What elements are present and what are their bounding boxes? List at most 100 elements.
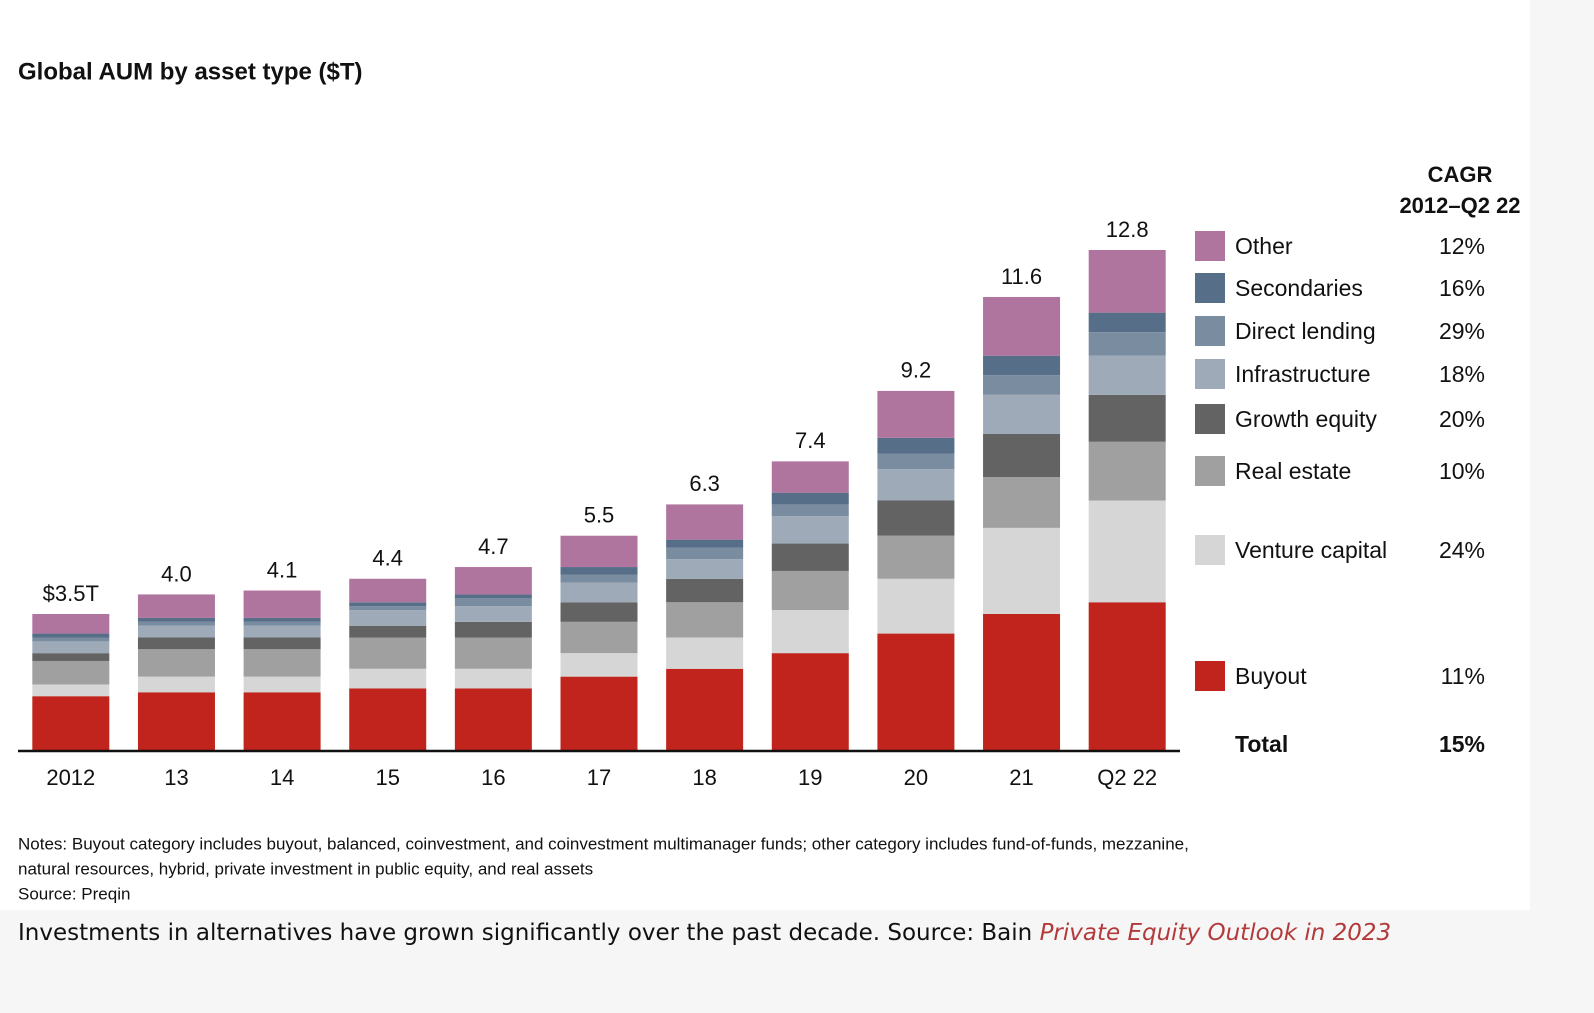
x-tick-label: 14 [270, 765, 294, 790]
bar-segment [877, 453, 955, 470]
cagr-header: 2012–Q2 22 [1399, 193, 1520, 218]
bar-segment [243, 676, 321, 693]
total-label: 4.0 [161, 561, 192, 586]
bar-segment [243, 637, 321, 650]
total-label: 4.7 [478, 534, 509, 559]
bar-segment [32, 641, 110, 654]
legend-label: Infrastructure [1235, 361, 1371, 387]
total-label: 6.3 [689, 471, 720, 496]
total-label: 7.4 [795, 428, 826, 453]
bar-segment [666, 578, 744, 603]
bar-segment [349, 610, 427, 626]
note: Source: Preqin [18, 884, 130, 903]
bar-segment [137, 617, 215, 622]
bar-segment [771, 461, 849, 493]
bar-segment [32, 660, 110, 685]
bar-segment [877, 469, 955, 501]
bar-segment [454, 621, 532, 638]
legend-swatch [1195, 661, 1225, 691]
bar-segment [1088, 312, 1166, 333]
bar-segment [771, 492, 849, 505]
bar-segment [32, 696, 110, 751]
x-tick-label: 20 [904, 765, 928, 790]
bar-segment [32, 614, 110, 634]
bar-segment [983, 394, 1061, 434]
legend-swatch [1195, 316, 1225, 346]
bar-segment [243, 617, 321, 622]
legend-cagr: 20% [1439, 406, 1485, 432]
total-label: 4.1 [267, 557, 298, 582]
total-label: 5.5 [584, 503, 615, 528]
bar-segment [349, 625, 427, 638]
x-tick-label: 15 [375, 765, 399, 790]
bar-segment [1088, 332, 1166, 356]
bar-segment [137, 676, 215, 693]
bar-segment [560, 602, 638, 622]
legend-cagr: 16% [1439, 275, 1485, 301]
legend-cagr: 24% [1439, 537, 1485, 563]
legend-label: Venture capital [1235, 537, 1387, 563]
bar-segment [983, 355, 1061, 376]
x-tick-label: Q2 22 [1097, 765, 1157, 790]
bar-segment [454, 688, 532, 751]
total-label: 4.4 [372, 546, 403, 571]
legend-swatch [1195, 273, 1225, 303]
bar-segment [243, 590, 321, 618]
bar-segment [771, 516, 849, 544]
bar-segment [560, 582, 638, 603]
legend-label: Direct lending [1235, 318, 1376, 344]
bar-segment [560, 574, 638, 583]
bar-segment [877, 535, 955, 579]
total-label: $3.5T [43, 581, 99, 606]
bar-segment [243, 692, 321, 751]
bar-segment [454, 637, 532, 669]
bar-segment [137, 649, 215, 677]
note: Notes: Buyout category includes buyout, … [18, 834, 1189, 853]
bar-segment [349, 606, 427, 611]
bar-segment [666, 602, 744, 638]
bar-segment [137, 637, 215, 650]
bar-segment [771, 610, 849, 654]
bar-segment [454, 668, 532, 689]
bar-segment [877, 578, 955, 634]
legend-swatch [1195, 359, 1225, 389]
total-label: 12.8 [1106, 217, 1149, 242]
x-tick-label: 2012 [46, 765, 95, 790]
bar-segment [666, 504, 744, 540]
bar-segment [560, 621, 638, 654]
legend-cagr: 12% [1439, 233, 1485, 259]
bar-segment [32, 684, 110, 697]
legend-swatch [1195, 535, 1225, 565]
bar-segment [983, 296, 1061, 356]
bar-segment [32, 653, 110, 661]
bar-segment [137, 621, 215, 626]
total-cagr: 15% [1439, 731, 1485, 757]
bar-segment [560, 653, 638, 677]
legend-cagr: 18% [1439, 361, 1485, 387]
bar-segment [243, 649, 321, 677]
bar-segment [1088, 441, 1166, 501]
bar-segment [560, 676, 638, 751]
bar-segment [877, 437, 955, 454]
bar-segment [137, 594, 215, 618]
bar-segment [771, 653, 849, 751]
legend-swatch [1195, 231, 1225, 261]
bar-segment [666, 668, 744, 751]
x-tick-label: 18 [692, 765, 716, 790]
bar-segment [877, 500, 955, 536]
chart-title: Global AUM by asset type ($T) [18, 58, 363, 85]
bar-segment [560, 567, 638, 575]
bar-segment [454, 567, 532, 595]
bar-segment [666, 539, 744, 548]
bar-segment [983, 433, 1061, 478]
legend-cagr: 11% [1441, 663, 1485, 689]
bar-segment [454, 594, 532, 599]
caption-link[interactable]: Private Equity Outlook in 2023 [1040, 920, 1392, 946]
x-tick-label: 13 [164, 765, 188, 790]
bar-segment [32, 637, 110, 642]
chart-background [0, 0, 1530, 910]
bar-segment [771, 504, 849, 517]
bar-segment [666, 559, 744, 579]
